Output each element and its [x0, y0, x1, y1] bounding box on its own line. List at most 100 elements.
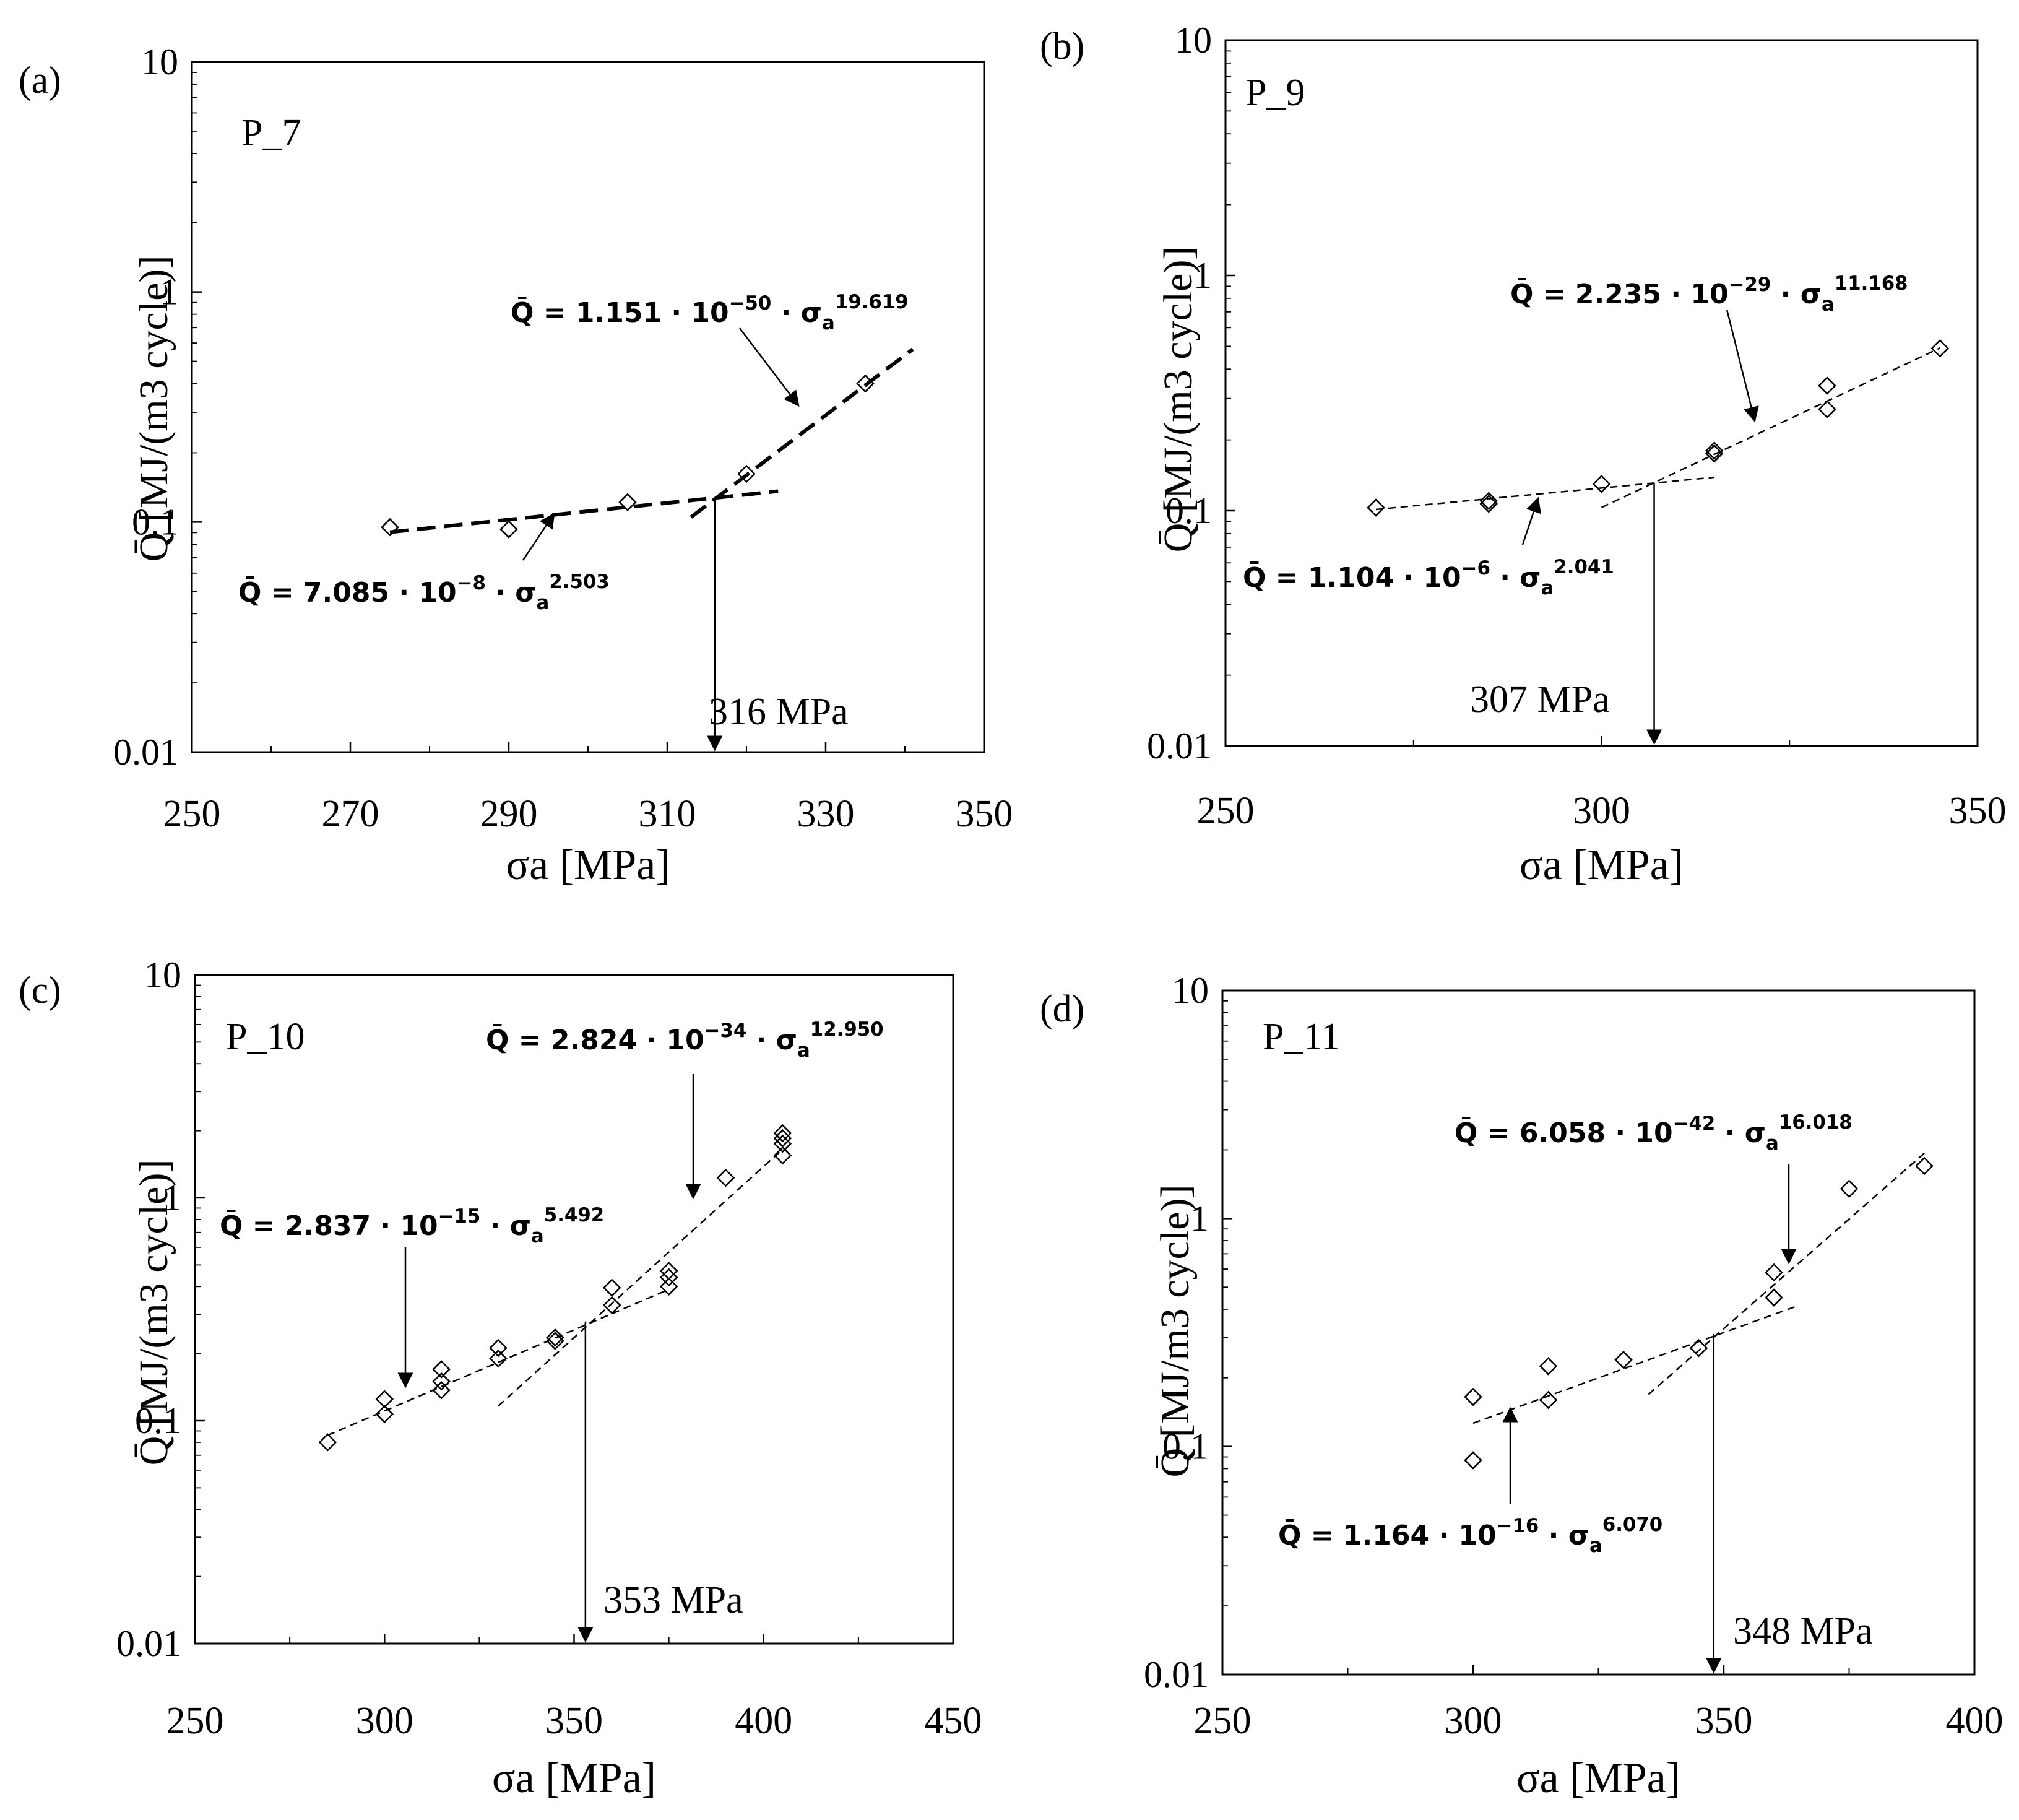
data-point — [499, 520, 518, 539]
y-tick-label: 1 — [160, 272, 178, 313]
data-point — [1818, 400, 1836, 418]
x-tick-label: 300 — [1445, 1700, 1502, 1742]
equation-subscript: a — [797, 1039, 810, 1062]
y-tick-label: 0.01 — [1147, 726, 1212, 766]
x-tick-label: 250 — [166, 1700, 224, 1742]
chart-panel-2: 250 300 350 0.01 0.1 1 10 σa [MPa] Q̄ [MJ/(m3 cy… — [1040, 20, 2007, 889]
equation-subscript: a — [822, 312, 835, 334]
data-point — [773, 1146, 792, 1165]
equation-lhs: Q̄ = 1.151 · 10 — [511, 295, 729, 329]
y-axis-label: Q̄ [MJ/m3 cycle)] — [1152, 1185, 1198, 1478]
y-tick-label: 1 — [1193, 255, 1212, 296]
equation-power: −16 — [1497, 1515, 1539, 1537]
data-point — [1840, 1179, 1859, 1198]
data-point — [1818, 376, 1836, 395]
chart-panel-3: 250 300 350 400 450 0.01 0.1 1 10 σa [MPa] Q̄ [MJ/… — [19, 955, 982, 1802]
data-point — [1930, 339, 1950, 358]
data-point — [1539, 1390, 1558, 1410]
data-point — [659, 1277, 678, 1296]
panel-label: (b) — [1040, 25, 1084, 67]
equation-subscript: a — [1766, 1132, 1779, 1155]
equation-power: −6 — [1461, 557, 1490, 579]
equation-middle: · σ — [771, 297, 822, 329]
equation-low-stress: Q̄ = 2.837 · 10−15 · σa5.492 — [220, 1204, 604, 1247]
equation-high-stress: Q̄ = 1.151 · 10−50 · σa19.619 — [511, 291, 909, 334]
equation-lhs: Q̄ = 2.235 · 10 — [1510, 277, 1729, 310]
data-point — [602, 1278, 621, 1297]
fit-line-low — [389, 489, 779, 534]
data-point — [1367, 498, 1385, 517]
equation-lhs: Q̄ = 1.164 · 10 — [1278, 1518, 1497, 1551]
callout-arrow-low — [522, 512, 555, 561]
x-tick-label: 400 — [1946, 1700, 2004, 1742]
data-point — [489, 1338, 508, 1358]
chart-panel-1: 250 270 290 310 330 350 0.01 0.1 1 10 σa [MPa] Q̄ [… — [19, 41, 1013, 889]
equation-middle: · σ — [1490, 562, 1541, 594]
y-tick-label: 10 — [1175, 20, 1212, 61]
fit-line-high — [1601, 347, 1940, 508]
equation-exponent: 19.619 — [835, 291, 909, 313]
equation-exponent: 16.018 — [1779, 1111, 1853, 1133]
fit-line-low — [1472, 1304, 1799, 1424]
specimen-label: P_9 — [1245, 72, 1305, 114]
equation-subscript: a — [1822, 293, 1835, 316]
x-tick-label: 290 — [480, 793, 538, 835]
x-tick-label: 270 — [322, 793, 379, 835]
fit-line-low — [327, 1288, 670, 1436]
data-point — [1915, 1156, 1934, 1176]
x-tick-label: 330 — [797, 793, 855, 835]
equation-low-stress: Q̄ = 1.164 · 10−16 · σa6.070 — [1278, 1514, 1662, 1557]
x-tick-label: 300 — [356, 1700, 413, 1742]
equation-exponent: 2.041 — [1554, 556, 1614, 578]
specimen-label: P_10 — [226, 1016, 305, 1058]
data-point — [1592, 474, 1611, 493]
equation-exponent: 11.168 — [1835, 272, 1908, 295]
x-axis-label: σa [MPa] — [1520, 841, 1684, 889]
data-point — [432, 1360, 451, 1379]
equation-lhs: Q̄ = 2.824 · 10 — [486, 1023, 704, 1056]
data-point — [618, 493, 637, 512]
data-point — [432, 1381, 451, 1400]
threshold-label: 307 MPa — [1470, 678, 1610, 721]
data-point — [1479, 495, 1498, 513]
threshold-label: 316 MPa — [709, 691, 849, 733]
equation-subscript: a — [1541, 577, 1554, 599]
plot-frame — [1224, 39, 1979, 747]
equation-subscript: a — [1589, 1535, 1602, 1557]
data-point — [1705, 441, 1724, 460]
equation-power: −8 — [457, 572, 486, 594]
data-point — [1614, 1350, 1633, 1369]
equation-middle: · σ — [1539, 1520, 1589, 1551]
equation-subscript: a — [531, 1225, 544, 1247]
x-tick-label: 350 — [1949, 790, 2007, 832]
equation-middle: · σ — [1771, 279, 1822, 310]
y-tick-label: 0.1 — [1162, 1426, 1209, 1467]
equation-middle: · σ — [1715, 1117, 1766, 1149]
specimen-label: P_11 — [1263, 1016, 1340, 1058]
equation-low-stress: Q̄ = 7.085 · 10−8 · σa2.503 — [238, 571, 610, 614]
x-tick-label: 250 — [1197, 790, 1255, 832]
data-point — [1689, 1339, 1708, 1358]
y-tick-label: 0.1 — [1165, 490, 1212, 531]
data-point — [381, 518, 399, 537]
equation-exponent: 2.503 — [549, 571, 609, 593]
fit-line-low — [1375, 476, 1714, 511]
y-tick-label: 1 — [1190, 1198, 1209, 1239]
equation-lhs: Q̄ = 7.085 · 10 — [238, 575, 457, 609]
data-point — [737, 464, 756, 483]
data-point — [1705, 444, 1724, 463]
callout-arrow-high — [739, 327, 800, 407]
y-axis-label: Q̄ [MJ/(m3 cycle)] — [131, 256, 176, 562]
equation-power: −42 — [1673, 1112, 1716, 1135]
data-point — [773, 1124, 792, 1143]
y-axis-label: Q̄ [MJ/(m3 cycle)] — [1156, 246, 1201, 553]
data-point — [716, 1168, 735, 1187]
equation-lhs: Q̄ = 1.104 · 10 — [1243, 560, 1461, 594]
x-tick-label: 350 — [956, 793, 1013, 835]
fit-line-high — [1648, 1153, 1925, 1395]
x-axis-label: σa [MPa] — [492, 1754, 656, 1802]
chart-panel-4: 250 300 350 400 0.01 0.1 1 10 σa [MPa] Q̄ [MJ/m3 … — [1040, 970, 2004, 1802]
threshold-label: 348 MPa — [1733, 1610, 1873, 1652]
panel-label: (d) — [1040, 988, 1084, 1030]
data-point — [489, 1349, 508, 1368]
